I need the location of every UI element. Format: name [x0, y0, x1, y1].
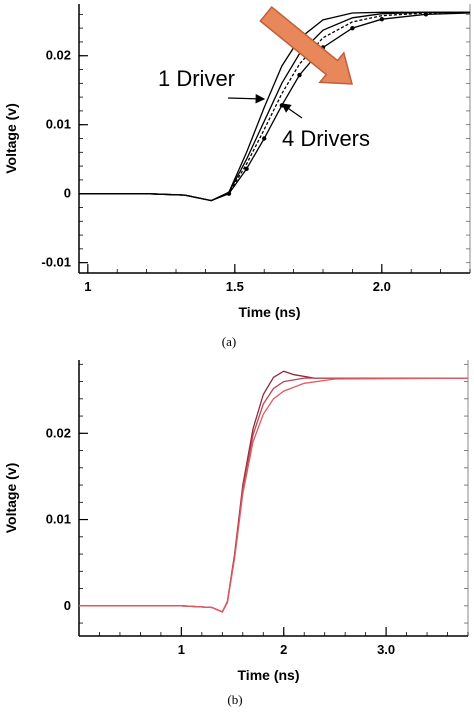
series-line-1 [79, 11, 470, 202]
trend-arrow-icon [259, 5, 353, 85]
annotation-4-drivers: 4 Drivers [282, 126, 370, 151]
y-tick-label: 0.01 [46, 117, 71, 132]
pointer-arrow-4-drivers [281, 103, 303, 119]
caption-b: (b) [227, 692, 242, 707]
x-tick-label: 2 [280, 642, 287, 657]
series-marker [423, 12, 429, 17]
x-tick-label: 2.0 [373, 279, 391, 294]
y-tick-label: 0.02 [46, 48, 71, 63]
annotation-1-driver: 1 Driver [158, 66, 235, 91]
x-tick-label: 1 [178, 642, 185, 657]
series-marker [226, 191, 232, 196]
y-axis-title: Voltage (v) [3, 463, 19, 534]
series-marker [350, 25, 355, 31]
series-marker [262, 136, 267, 141]
chart-panel-b: 0 0.01 0.02 1 2 3.0 Time (ns) Voltage (v) [3, 360, 469, 683]
y-tick-label: 0 [64, 186, 71, 201]
x-axis-title: Time (ns) [239, 304, 301, 320]
caption-a: (a) [222, 334, 236, 349]
x-tick-label: 1 [84, 279, 91, 294]
x-axis-title: Time (ns) [238, 667, 300, 683]
series-line-3 [79, 377, 468, 613]
pointer-arrow-1-driver [227, 93, 266, 104]
series-group [79, 11, 470, 202]
series-group [79, 370, 468, 613]
series-marker [244, 166, 249, 172]
series-line-2 [79, 11, 470, 202]
series-line-4 [79, 12, 470, 202]
series-marker [297, 72, 302, 78]
series-line-3 [79, 11, 470, 202]
y-tick-label: 0.01 [46, 512, 71, 527]
y-tick-label: -0.01 [41, 255, 71, 270]
series-marker [379, 16, 385, 22]
x-tick-label: 1.5 [226, 279, 244, 294]
y-tick-label: 0.02 [46, 425, 71, 440]
x-tick-label: 3.0 [377, 642, 395, 657]
series-line-1 [79, 370, 468, 613]
y-axis-title: Voltage (v) [3, 103, 19, 174]
series-line-2 [79, 377, 468, 613]
annotations-a: 1 Driver 4 Drivers [158, 5, 370, 151]
y-tick-label: 0 [64, 598, 71, 613]
chart-panel-a: -0.01 0 0.01 0.02 1 1.5 2.0 Time (ns) Voltage (v… [3, 4, 471, 320]
